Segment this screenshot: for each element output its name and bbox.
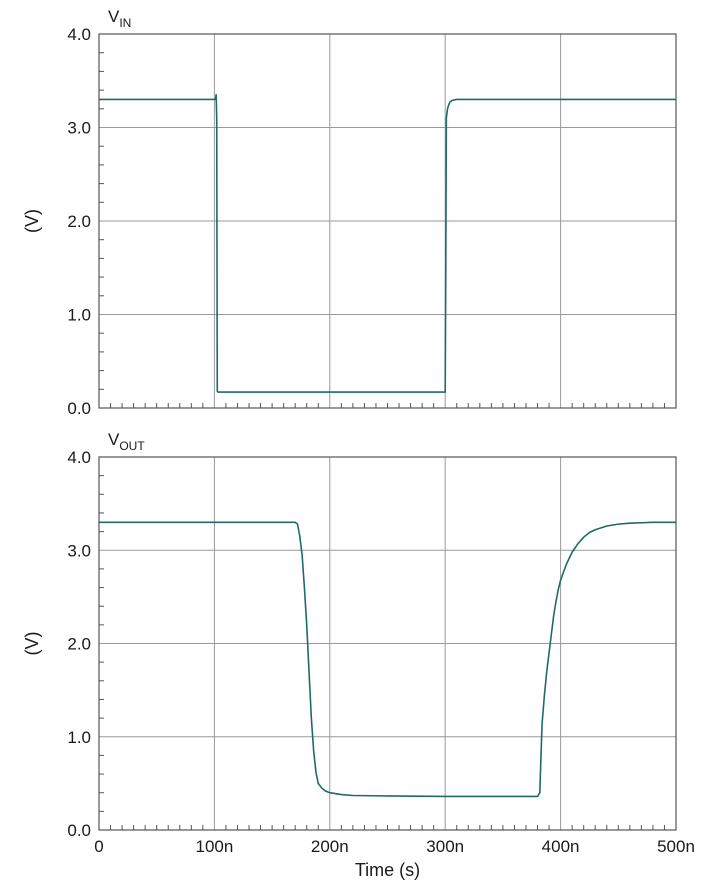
x-tick-label: 400n bbox=[542, 837, 580, 856]
x-tick-label: 200n bbox=[311, 837, 349, 856]
vout-label: VOUT bbox=[108, 430, 145, 453]
y-tick-label: 4.0 bbox=[67, 25, 91, 44]
vout-panel: 0.0 1.0 2.0 3.0 4.0 0 100n 200n 300n 400n 500n (V) T… bbox=[22, 430, 695, 880]
plot-frame bbox=[98, 33, 677, 409]
y-tick-label: 4.0 bbox=[67, 448, 91, 467]
x-tick-label: 500n bbox=[657, 837, 695, 856]
y-tick-label: 3.0 bbox=[67, 541, 91, 560]
vin-panel: 0.0 1.0 2.0 3.0 4.0 (V) VIN bbox=[22, 7, 677, 418]
y-tick-label: 2.0 bbox=[67, 212, 91, 231]
vin-trace bbox=[99, 93, 676, 393]
y-tick-label: 3.0 bbox=[67, 119, 91, 138]
x-tick-label: 300n bbox=[426, 837, 464, 856]
y-tick-label: 1.0 bbox=[67, 306, 91, 325]
plot-frame bbox=[98, 456, 677, 831]
vin-label: VIN bbox=[108, 7, 131, 30]
x-axis-label: Time (s) bbox=[355, 860, 420, 880]
y-tick-label: 0.0 bbox=[67, 821, 91, 840]
y-axis-label: (V) bbox=[22, 632, 42, 656]
x-tick-label: 100n bbox=[195, 837, 233, 856]
y-tick-label: 0.0 bbox=[67, 399, 91, 418]
y-axis-label: (V) bbox=[22, 209, 42, 233]
vout-trace bbox=[99, 521, 676, 798]
x-tick-label: 0 bbox=[94, 837, 103, 856]
y-tick-label: 2.0 bbox=[67, 635, 91, 654]
y-tick-label: 1.0 bbox=[67, 728, 91, 747]
